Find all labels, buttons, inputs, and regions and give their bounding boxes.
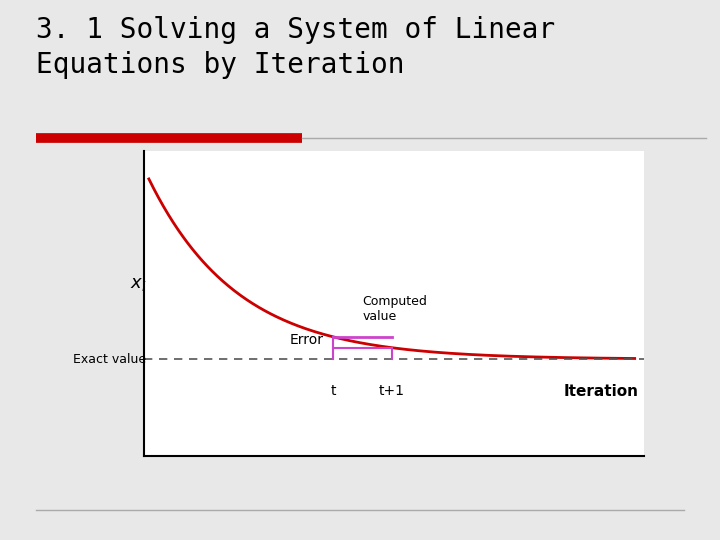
Text: Exact value: Exact value <box>73 353 146 366</box>
Text: 3. 1 Solving a System of Linear
Equations by Iteration: 3. 1 Solving a System of Linear Equation… <box>36 16 555 79</box>
Text: Error: Error <box>289 333 324 347</box>
Text: t+1: t+1 <box>379 384 405 398</box>
Text: Iteration: Iteration <box>563 384 638 399</box>
Text: Computed
value: Computed value <box>363 295 428 323</box>
Text: t: t <box>330 384 336 398</box>
Text: $x_i$: $x_i$ <box>130 274 146 293</box>
